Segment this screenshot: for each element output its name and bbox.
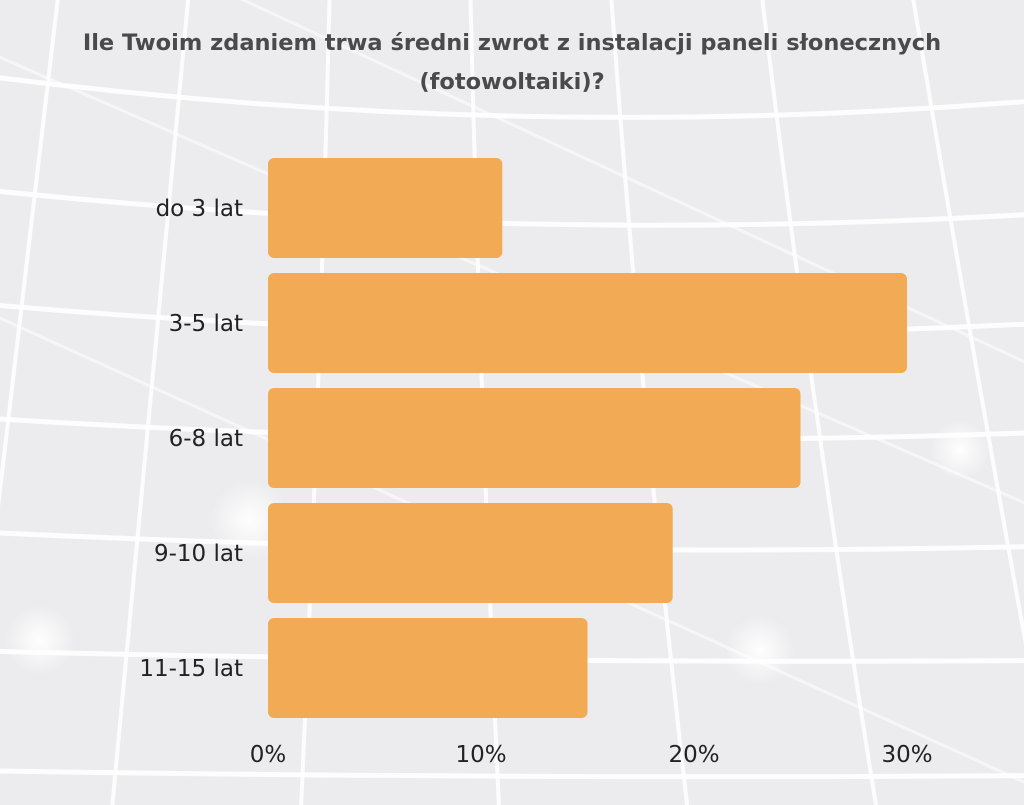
- x-tick-label-1: 0%: [250, 742, 287, 768]
- category-labels: do 3 lat 3-5 lat 6-8 lat 9-10 lat 11-15 lat: [139, 196, 243, 682]
- bar-4: [268, 503, 673, 603]
- bar-1: [268, 158, 503, 258]
- x-tick-label-4: 30%: [881, 742, 932, 768]
- bar-group: [268, 158, 907, 718]
- category-label-3: 6-8 lat: [169, 426, 243, 452]
- category-label-5: 11-15 lat: [139, 656, 243, 682]
- bar-3: [268, 388, 801, 488]
- bar-5: [268, 618, 588, 718]
- x-axis-ticks: 0% 10% 20% 30%: [250, 742, 933, 768]
- x-tick-label-3: 20%: [668, 742, 719, 768]
- category-label-2: 3-5 lat: [169, 311, 243, 337]
- x-tick-label-2: 10%: [455, 742, 506, 768]
- chart-title: Ile Twoim zdaniem trwa średni zwrot z in…: [82, 30, 942, 95]
- bar-2: [268, 273, 907, 373]
- category-label-4: 9-10 lat: [154, 541, 243, 567]
- category-label-1: do 3 lat: [156, 196, 243, 222]
